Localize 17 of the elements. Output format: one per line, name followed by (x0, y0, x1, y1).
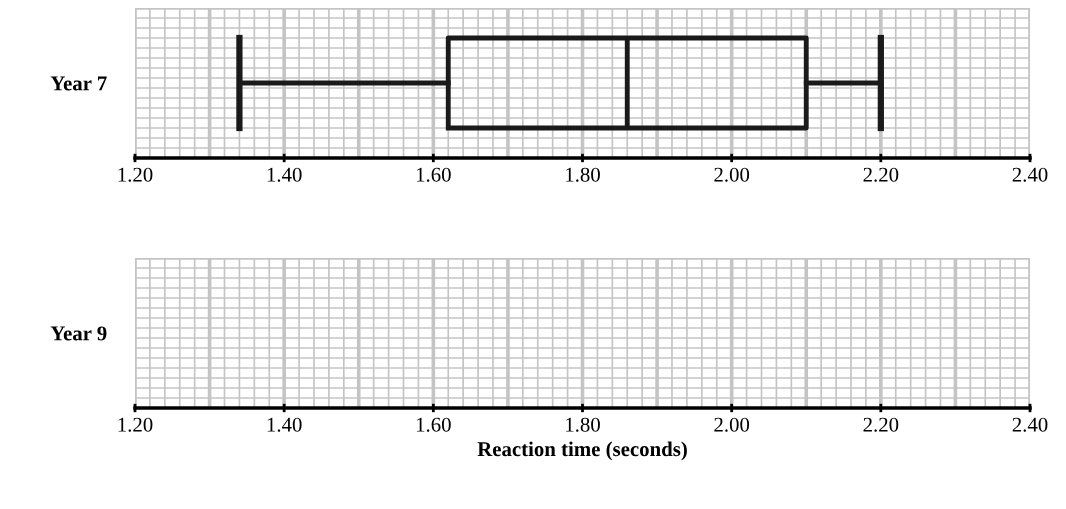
y-tick-label: Year 7 (50, 76, 107, 91)
x-tick-label: 1.80 (566, 167, 600, 182)
x-axis-title: Reaction time (seconds) (477, 441, 687, 461)
x-tick-label: 1.20 (118, 167, 153, 182)
x-tick-label: 2.00 (714, 167, 750, 182)
x-tick-label: 1.80 (566, 417, 600, 432)
x-tick-label: 2.40 (1012, 417, 1048, 432)
y-tick-label: Year 9 (50, 326, 107, 341)
x-tick-label: 1.60 (416, 417, 451, 432)
x-tick-label: 1.40 (267, 417, 302, 432)
x-tick-label: 2.00 (714, 417, 750, 432)
x-tick-label: 2.20 (863, 167, 899, 182)
x-tick-label: 1.60 (416, 167, 451, 182)
x-tick-label: 1.40 (267, 167, 302, 182)
x-tick-label: 1.20 (118, 417, 153, 432)
x-tick-label: 2.20 (863, 417, 899, 432)
x-tick-label: 2.40 (1012, 167, 1048, 182)
